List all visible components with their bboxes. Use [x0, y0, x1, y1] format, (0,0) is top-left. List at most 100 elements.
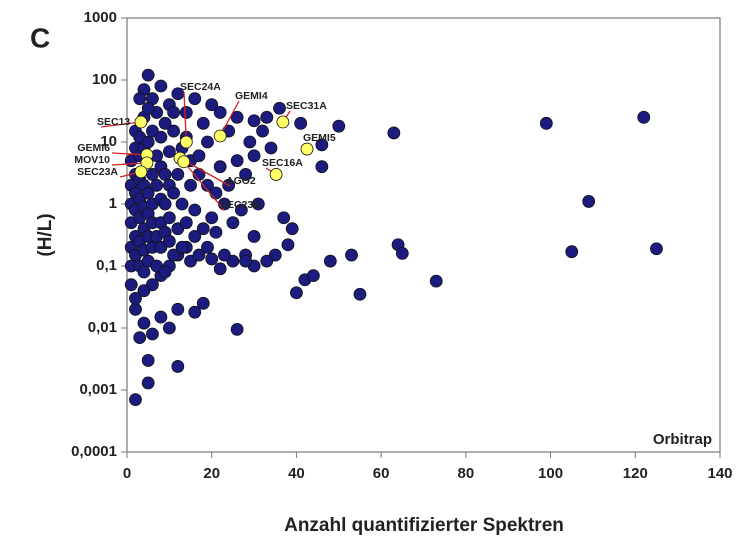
- x-tick-label: 20: [203, 465, 220, 482]
- point: [124, 278, 138, 292]
- point-label: SEC31A: [286, 100, 327, 112]
- point: [323, 254, 337, 268]
- point: [196, 296, 210, 310]
- point: [171, 360, 185, 373]
- point: [234, 203, 248, 217]
- point: [150, 178, 164, 192]
- point-label: AGO2: [226, 175, 256, 187]
- y-tick-label: 0,0001: [71, 443, 117, 460]
- point: [141, 186, 155, 200]
- y-tick-label: 0,001: [79, 381, 117, 398]
- point: [230, 110, 244, 124]
- point-label: SEC24A: [180, 81, 221, 93]
- point: [158, 116, 172, 130]
- point-label: SEC23A: [77, 166, 118, 178]
- point: [637, 110, 651, 124]
- point: [134, 165, 148, 179]
- point: [243, 135, 257, 149]
- point: [192, 248, 206, 262]
- annotation: Orbitrap: [653, 431, 712, 448]
- point: [188, 92, 202, 106]
- point: [209, 186, 223, 200]
- point: [247, 114, 261, 128]
- point: [154, 79, 168, 93]
- point: [196, 222, 210, 236]
- point: [539, 116, 553, 130]
- point: [332, 119, 346, 133]
- leader-line: [183, 161, 225, 211]
- point: [213, 160, 227, 174]
- point: [162, 211, 176, 225]
- point: [429, 274, 443, 288]
- point: [154, 130, 168, 144]
- point: [300, 142, 314, 156]
- point: [230, 322, 244, 336]
- leader-line: [219, 100, 240, 137]
- point: [395, 246, 409, 260]
- point: [158, 168, 172, 181]
- point: [213, 262, 227, 276]
- point: [582, 195, 596, 208]
- y-tick-label: 0,01: [88, 319, 117, 336]
- point: [141, 376, 155, 390]
- point: [256, 124, 269, 138]
- x-axis-label: Anzahl quantifizierter Spektren: [284, 515, 564, 536]
- point: [158, 265, 172, 279]
- y-tick-label: 10: [100, 133, 117, 150]
- point-label: MOV10: [74, 154, 110, 166]
- point: [141, 354, 155, 367]
- point: [141, 68, 155, 82]
- point: [134, 115, 148, 129]
- y-tick-label: 1000: [84, 9, 117, 26]
- point: [179, 135, 193, 149]
- point: [276, 115, 290, 129]
- x-tick-label: 120: [623, 465, 648, 482]
- point: [247, 149, 261, 163]
- point-label: GEMI6: [77, 142, 110, 154]
- point: [177, 155, 191, 169]
- point: [171, 302, 185, 316]
- point: [201, 178, 214, 192]
- x-tick-label: 60: [373, 465, 390, 482]
- point: [650, 242, 663, 256]
- point: [239, 254, 253, 268]
- point: [188, 305, 202, 319]
- point: [171, 168, 185, 181]
- point: [146, 327, 159, 341]
- panel-label: C: [30, 22, 50, 53]
- point: [251, 197, 265, 211]
- point: [129, 393, 142, 407]
- point: [269, 168, 283, 181]
- point: [239, 168, 253, 181]
- x-tick-label: 0: [123, 465, 131, 482]
- point: [188, 203, 202, 217]
- y-axis-label: (H/L): [35, 213, 56, 256]
- point: [565, 245, 579, 259]
- point: [167, 106, 180, 119]
- point: [353, 287, 367, 301]
- point: [188, 230, 202, 243]
- point: [213, 129, 227, 143]
- plot-frame: [126, 17, 721, 453]
- point: [218, 248, 231, 262]
- point: [175, 240, 189, 254]
- point: [247, 230, 261, 243]
- point: [179, 216, 193, 230]
- point: [179, 106, 193, 119]
- point: [158, 197, 172, 211]
- y-tick-label: 0,1: [96, 257, 117, 274]
- point: [306, 269, 320, 283]
- point: [162, 145, 176, 159]
- point: [133, 92, 147, 106]
- point: [141, 135, 155, 149]
- point: [387, 126, 401, 140]
- point: [137, 316, 151, 330]
- leader-line: [183, 91, 187, 143]
- leader-line: [100, 121, 142, 128]
- point: [281, 238, 295, 252]
- point: [129, 292, 142, 305]
- point: [260, 110, 274, 124]
- point: [140, 156, 154, 170]
- point: [294, 116, 308, 130]
